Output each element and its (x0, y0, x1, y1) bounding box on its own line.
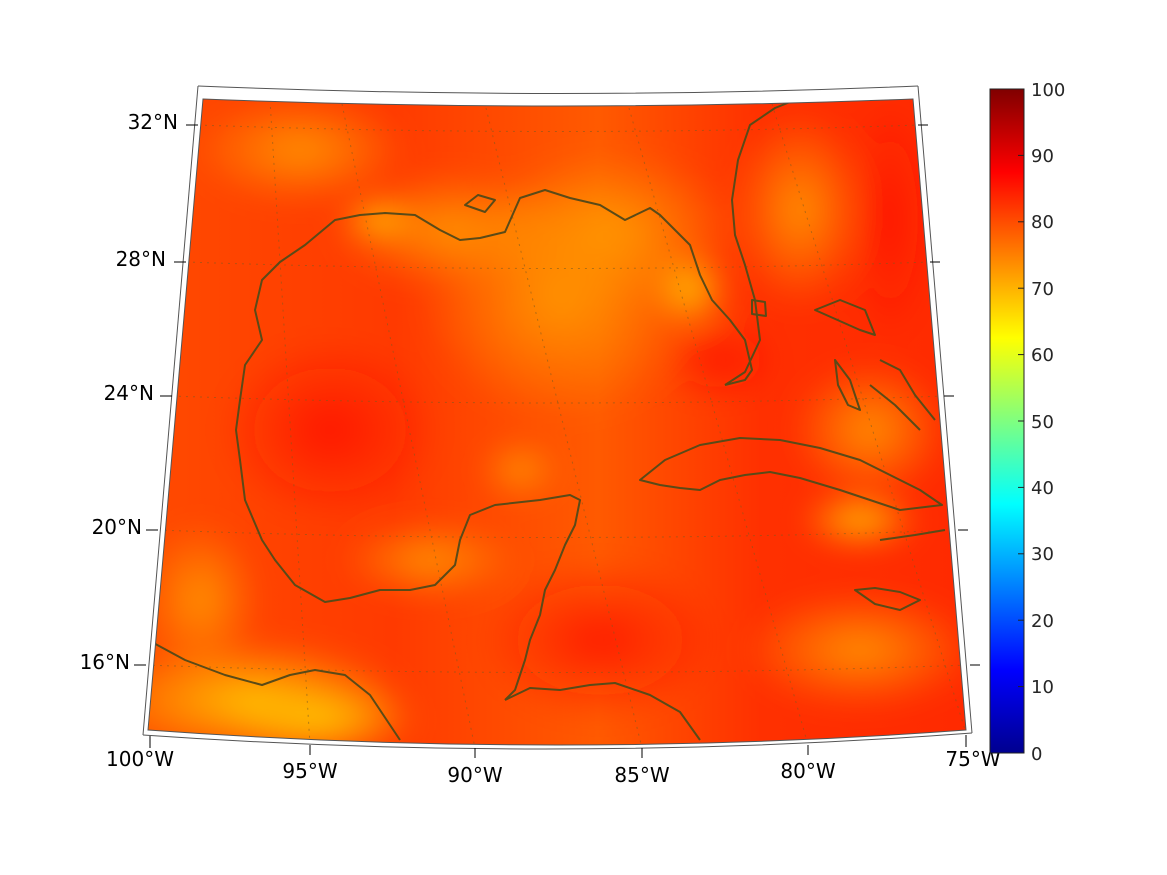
lat-label-24: 24°N (104, 381, 154, 405)
graticule-lon-80 (628, 107, 809, 745)
colorbar-labels: 100 90 80 70 60 50 40 30 20 10 0 (1031, 80, 1065, 765)
graticule-lon-95 (269, 99, 311, 745)
lat-label-20: 20°N (92, 515, 142, 539)
colorbar-label-100: 100 (1031, 80, 1065, 101)
colorbar-label-40: 40 (1031, 478, 1054, 499)
colorbar-label-10: 10 (1031, 677, 1054, 698)
latitude-labels: 32°N 28°N 24°N 20°N 16°N (80, 110, 178, 674)
graticule-lon-90 (341, 103, 476, 745)
lon-label-80: 80°W (780, 759, 835, 783)
colorbar-ticks (1018, 154, 1024, 688)
colorbar-label-80: 80 (1031, 212, 1054, 233)
graticule-lat-24 (171, 395, 945, 404)
colorbar-label-50: 50 (1031, 412, 1054, 433)
coastline-bahamas-eleuthera (879, 359, 936, 421)
colorbar-label-60: 60 (1031, 345, 1054, 366)
colorbar-label-90: 90 (1031, 146, 1054, 167)
colorbar-label-70: 70 (1031, 279, 1054, 300)
colorbar-label-0: 0 (1031, 744, 1042, 765)
coastline-bahamas-exuma (869, 384, 921, 431)
coastline-honduras (504, 682, 701, 741)
colorbar-label-20: 20 (1031, 611, 1054, 632)
tick-marks (134, 124, 980, 758)
coastlines (148, 99, 946, 741)
lon-label-90: 90°W (447, 763, 502, 787)
colorbar: 100 90 80 70 60 50 40 30 20 10 0 (989, 80, 1065, 765)
coastline-cuba (639, 437, 943, 511)
lat-label-16: 16°N (80, 650, 130, 674)
coastline-jamaica (854, 587, 921, 611)
coastline-hispaniola (879, 529, 946, 541)
lon-label-95: 95°W (282, 759, 337, 783)
coastline-lake-okeechobee (751, 299, 767, 317)
data-field (148, 99, 966, 745)
lon-label-85: 85°W (614, 763, 669, 787)
graticule-lat-32 (197, 124, 919, 132)
lat-label-32: 32°N (128, 110, 178, 134)
coastline-bahamas-andros (834, 359, 861, 411)
lon-label-100: 100°W (106, 747, 174, 771)
coastline-mississippi-delta (464, 194, 496, 213)
graticule-lon-75 (771, 103, 966, 734)
map-frame (142, 85, 973, 750)
graticule (148, 99, 966, 745)
lat-label-28: 28°N (116, 247, 166, 271)
coastline-central-america (148, 639, 401, 741)
graticule-lat-28 (185, 261, 931, 269)
coastline-gulf-north-and-west (235, 189, 753, 701)
graticule-lat-20 (157, 529, 959, 538)
coastline-bahamas-abaco (814, 299, 876, 336)
coastline-florida-atlantic (724, 99, 801, 386)
colorbar-label-30: 30 (1031, 544, 1054, 565)
longitude-labels: 100°W 95°W 90°W 85°W 80°W 75°W (106, 747, 1001, 787)
graticule-lon-85 (485, 107, 643, 745)
